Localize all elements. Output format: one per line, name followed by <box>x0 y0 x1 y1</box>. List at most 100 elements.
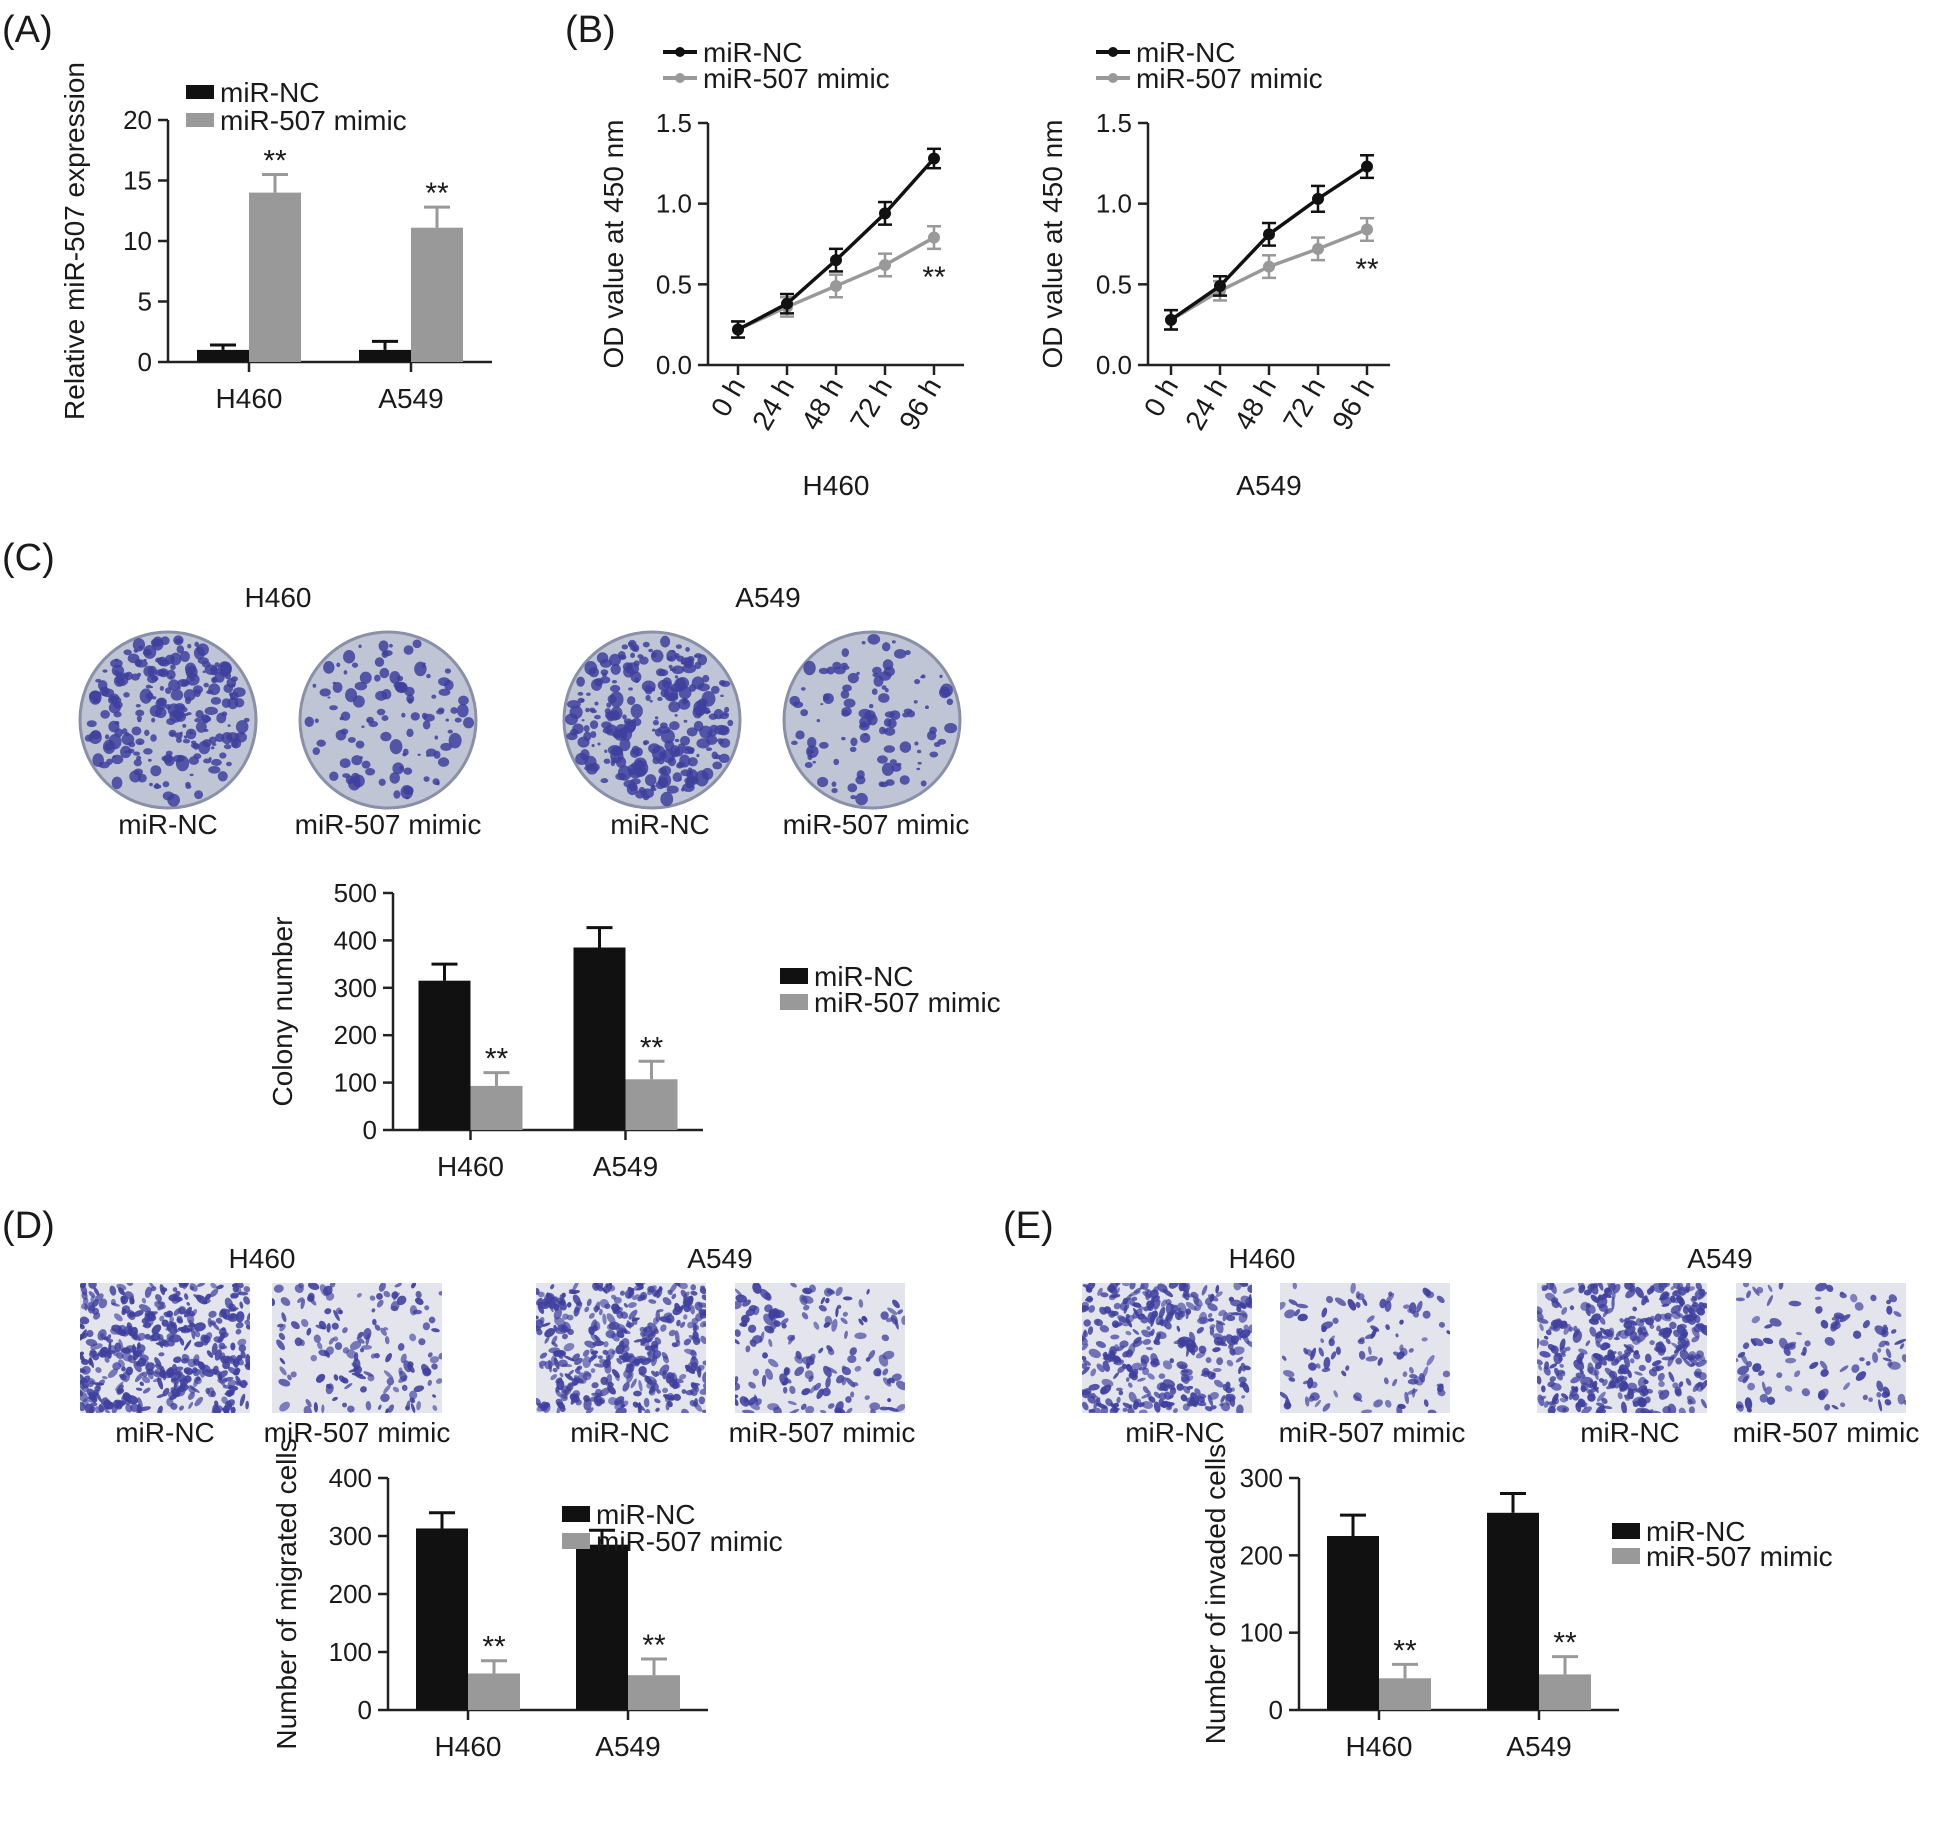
colony <box>867 633 881 645</box>
cell <box>1103 1306 1112 1314</box>
cell <box>1408 1348 1414 1353</box>
colony <box>145 684 152 689</box>
colony <box>114 670 120 676</box>
cell <box>1248 1293 1252 1306</box>
colony <box>914 678 921 685</box>
cell <box>1238 1366 1242 1374</box>
cell <box>325 1383 334 1395</box>
cell <box>179 1405 184 1411</box>
cell <box>324 1308 332 1315</box>
colony <box>843 698 856 708</box>
colony <box>884 688 889 693</box>
cell <box>1186 1399 1198 1407</box>
y-axis-label: Number of invaded cells <box>1200 1444 1231 1744</box>
cell <box>1824 1403 1831 1411</box>
cell <box>1636 1397 1646 1407</box>
colony <box>150 765 162 777</box>
cell <box>1088 1383 1100 1391</box>
cell <box>338 1375 347 1384</box>
cell <box>616 1357 623 1365</box>
cell <box>1831 1405 1839 1410</box>
cell <box>1358 1350 1366 1360</box>
cell <box>575 1399 582 1406</box>
cell <box>1164 1391 1172 1400</box>
cell <box>671 1378 684 1384</box>
colony <box>841 648 850 658</box>
cell <box>1613 1337 1620 1341</box>
cell <box>400 1353 407 1364</box>
cell <box>1585 1340 1591 1347</box>
cell <box>555 1377 563 1384</box>
cell <box>1623 1355 1631 1368</box>
cell <box>764 1368 774 1380</box>
x-tick-label: 24 h <box>1179 373 1233 436</box>
cell <box>631 1317 640 1322</box>
colony <box>223 744 232 750</box>
cell <box>290 1321 300 1330</box>
colony <box>463 717 475 729</box>
cell <box>1162 1402 1175 1407</box>
cell <box>1328 1335 1335 1343</box>
cell <box>1878 1399 1883 1412</box>
cell <box>154 1363 163 1370</box>
colony <box>699 725 713 739</box>
colony <box>702 674 710 683</box>
cell <box>1082 1389 1091 1396</box>
colony <box>211 758 222 766</box>
cell <box>436 1378 442 1384</box>
cell <box>840 1317 848 1325</box>
colony <box>437 707 445 713</box>
cell <box>279 1357 286 1365</box>
cell <box>1881 1391 1890 1398</box>
colony <box>339 758 351 769</box>
cell <box>1127 1382 1133 1388</box>
cell <box>1112 1404 1117 1409</box>
cell <box>854 1365 862 1372</box>
cell <box>1819 1360 1828 1370</box>
colony <box>818 667 829 675</box>
cell-marks <box>1736 1283 1906 1413</box>
colony <box>858 722 870 731</box>
colony <box>374 657 385 667</box>
cell <box>1764 1386 1773 1395</box>
cell <box>1146 1326 1151 1331</box>
cell <box>1308 1395 1315 1402</box>
cell <box>1409 1374 1418 1379</box>
colony <box>878 671 892 681</box>
cell <box>1241 1395 1246 1399</box>
cell <box>219 1331 229 1339</box>
cell <box>405 1400 411 1411</box>
cell <box>1131 1296 1138 1301</box>
legend-label-mir-507-mimic: miR-507 mimic <box>814 987 1001 1018</box>
cell <box>1802 1346 1807 1356</box>
cell <box>582 1356 592 1369</box>
cell <box>1176 1307 1182 1311</box>
cell <box>638 1379 643 1392</box>
cell <box>1633 1352 1641 1360</box>
cell <box>1611 1291 1616 1300</box>
colony <box>154 782 160 789</box>
cell <box>240 1350 246 1359</box>
colony <box>226 761 232 767</box>
cell <box>1297 1313 1308 1322</box>
cell <box>1778 1283 1784 1290</box>
colony <box>347 737 356 743</box>
cell <box>1657 1372 1665 1382</box>
bar-mir-507-mimic <box>1539 1674 1591 1710</box>
cell <box>1580 1376 1594 1386</box>
cell <box>1110 1334 1120 1340</box>
colony <box>621 644 629 650</box>
cell <box>356 1337 365 1344</box>
cell <box>234 1283 244 1289</box>
colony <box>657 679 671 691</box>
colony <box>188 756 199 765</box>
cell <box>1537 1375 1542 1385</box>
cell <box>431 1328 440 1333</box>
data-point <box>1312 192 1324 205</box>
cell <box>544 1360 553 1370</box>
colony <box>345 688 358 703</box>
colony <box>614 730 622 739</box>
cell <box>809 1284 816 1293</box>
colony <box>913 700 918 704</box>
